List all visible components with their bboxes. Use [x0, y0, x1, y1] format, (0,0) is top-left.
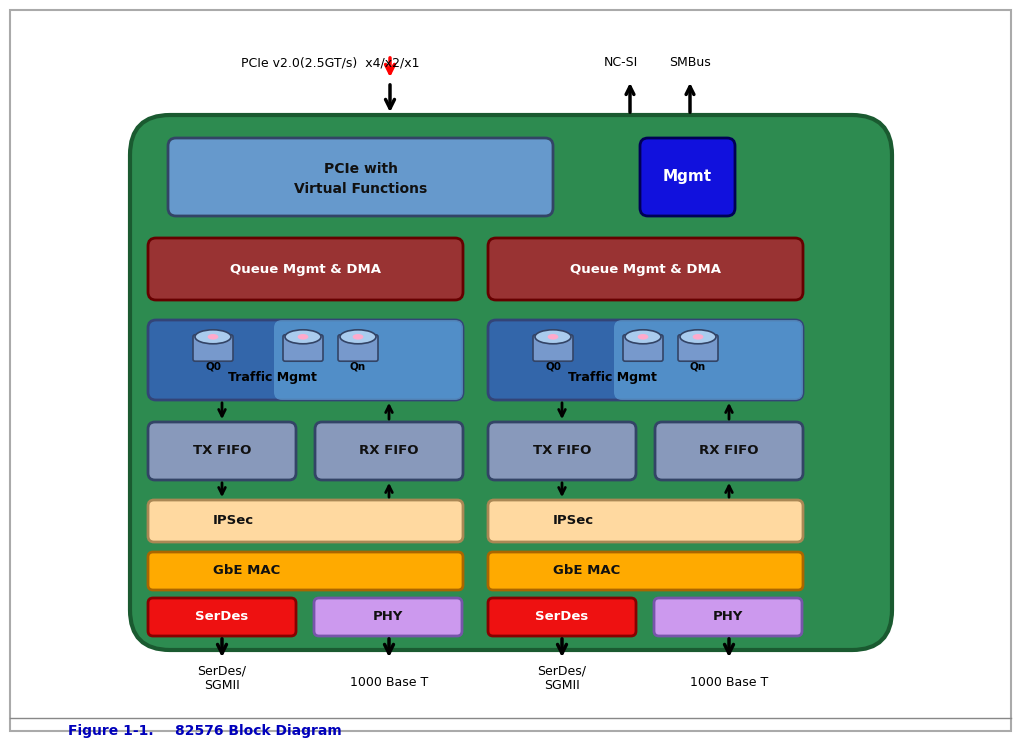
FancyBboxPatch shape	[488, 238, 803, 300]
Text: SerDes/
SGMII: SerDes/ SGMII	[537, 664, 586, 692]
FancyBboxPatch shape	[193, 335, 233, 361]
FancyBboxPatch shape	[338, 335, 378, 361]
FancyBboxPatch shape	[283, 335, 323, 361]
FancyBboxPatch shape	[488, 552, 803, 590]
Text: SerDes: SerDes	[535, 611, 589, 623]
Ellipse shape	[285, 330, 321, 344]
Text: PCIe v2.0(2.5GT/s)  x4/x2/x1: PCIe v2.0(2.5GT/s) x4/x2/x1	[241, 56, 420, 70]
Text: Virtual Functions: Virtual Functions	[294, 182, 427, 196]
Text: Traffic Mgmt: Traffic Mgmt	[568, 371, 657, 384]
Text: Queue Mgmt & DMA: Queue Mgmt & DMA	[570, 262, 721, 276]
Ellipse shape	[195, 330, 231, 344]
Text: Q0: Q0	[545, 362, 561, 371]
Text: SerDes/
SGMII: SerDes/ SGMII	[197, 664, 246, 692]
Text: 1000 Base T: 1000 Base T	[350, 677, 428, 689]
FancyBboxPatch shape	[488, 320, 803, 400]
FancyBboxPatch shape	[148, 552, 463, 590]
Text: SerDes: SerDes	[195, 611, 249, 623]
FancyBboxPatch shape	[148, 500, 463, 542]
Text: Qn: Qn	[690, 362, 707, 371]
Ellipse shape	[637, 334, 648, 339]
Text: SMBus: SMBus	[669, 56, 711, 70]
Text: Figure 1-1.: Figure 1-1.	[68, 724, 153, 738]
Ellipse shape	[547, 334, 558, 339]
Text: Queue Mgmt & DMA: Queue Mgmt & DMA	[230, 262, 381, 276]
FancyBboxPatch shape	[678, 335, 718, 361]
Text: NC-SI: NC-SI	[603, 56, 638, 70]
FancyBboxPatch shape	[314, 598, 461, 636]
Text: IPSec: IPSec	[553, 514, 594, 528]
Ellipse shape	[625, 330, 661, 344]
Ellipse shape	[535, 330, 571, 344]
Text: Q0: Q0	[205, 362, 221, 371]
FancyBboxPatch shape	[130, 115, 892, 650]
Text: 82576 Block Diagram: 82576 Block Diagram	[175, 724, 342, 738]
FancyBboxPatch shape	[623, 335, 663, 361]
Text: GbE MAC: GbE MAC	[213, 565, 280, 577]
Text: PHY: PHY	[713, 611, 743, 623]
FancyBboxPatch shape	[148, 422, 296, 480]
Text: GbE MAC: GbE MAC	[553, 565, 620, 577]
Ellipse shape	[340, 330, 376, 344]
Text: PHY: PHY	[373, 611, 403, 623]
FancyBboxPatch shape	[640, 138, 735, 216]
Ellipse shape	[207, 334, 218, 339]
Text: RX FIFO: RX FIFO	[699, 445, 759, 457]
Ellipse shape	[680, 330, 716, 344]
Text: Mgmt: Mgmt	[663, 170, 712, 185]
FancyBboxPatch shape	[654, 598, 803, 636]
FancyBboxPatch shape	[488, 598, 636, 636]
FancyBboxPatch shape	[148, 598, 296, 636]
FancyBboxPatch shape	[148, 238, 463, 300]
FancyBboxPatch shape	[655, 422, 803, 480]
FancyBboxPatch shape	[488, 422, 636, 480]
Text: 1000 Base T: 1000 Base T	[690, 677, 768, 689]
Text: TX FIFO: TX FIFO	[193, 445, 251, 457]
FancyBboxPatch shape	[168, 138, 553, 216]
Text: Traffic Mgmt: Traffic Mgmt	[228, 371, 317, 384]
Text: RX FIFO: RX FIFO	[359, 445, 419, 457]
FancyBboxPatch shape	[148, 320, 463, 400]
Ellipse shape	[297, 334, 308, 339]
Text: PCIe with: PCIe with	[324, 162, 397, 176]
Text: TX FIFO: TX FIFO	[533, 445, 591, 457]
FancyBboxPatch shape	[533, 335, 573, 361]
FancyBboxPatch shape	[488, 500, 803, 542]
Ellipse shape	[692, 334, 703, 339]
Ellipse shape	[352, 334, 363, 339]
FancyBboxPatch shape	[614, 320, 803, 400]
FancyBboxPatch shape	[274, 320, 463, 400]
Text: IPSec: IPSec	[213, 514, 254, 528]
Text: Qn: Qn	[350, 362, 367, 371]
FancyBboxPatch shape	[315, 422, 463, 480]
